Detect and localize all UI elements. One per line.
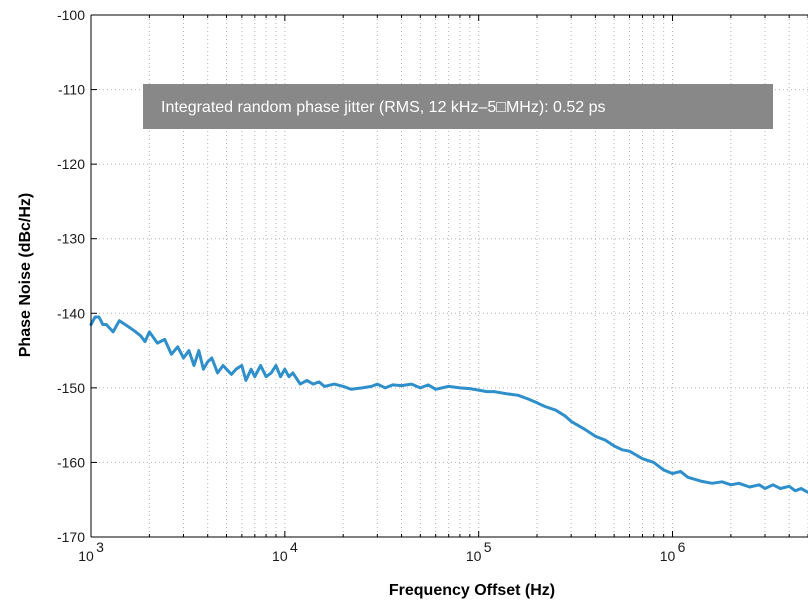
x-tick-exponent: 3 (96, 539, 104, 555)
y-tick-label: -150 (57, 380, 85, 396)
y-tick-labels: -100 -110 -120 -130 -140 -150 -160 -170 (57, 7, 85, 545)
axes-frame (90, 14, 808, 538)
x-tick-exponent: 6 (678, 539, 686, 555)
x-tick-exponent: 5 (484, 539, 492, 555)
y-axis-title: Phase Noise (dBc/Hz) (17, 193, 34, 357)
grid-lines (91, 15, 808, 537)
y-tick-label: -160 (57, 454, 85, 470)
y-tick-label: -120 (57, 156, 85, 172)
x-tick-label: 10 (272, 548, 288, 564)
y-tick-label: -170 (57, 529, 85, 545)
x-tick-label: 10 (78, 548, 94, 564)
series-layer (89, 315, 808, 494)
annotation-box (143, 84, 773, 129)
y-tick-label: -100 (57, 7, 85, 23)
x-axis-title: Frequency Offset (Hz) (389, 582, 555, 599)
jitter-annotation: Integrated random phase jitter (RMS, 12 … (143, 84, 773, 129)
y-tick-label: -140 (57, 305, 85, 321)
annotation-text: Integrated random phase jitter (RMS, 12 … (161, 99, 606, 116)
series-line (89, 315, 808, 494)
y-tick-label: -110 (58, 82, 85, 98)
y-tick-label: -130 (57, 231, 85, 247)
x-tick-exponent: 4 (290, 539, 298, 555)
x-tick-label: 10 (660, 548, 676, 564)
x-tick-label: 10 (466, 548, 482, 564)
